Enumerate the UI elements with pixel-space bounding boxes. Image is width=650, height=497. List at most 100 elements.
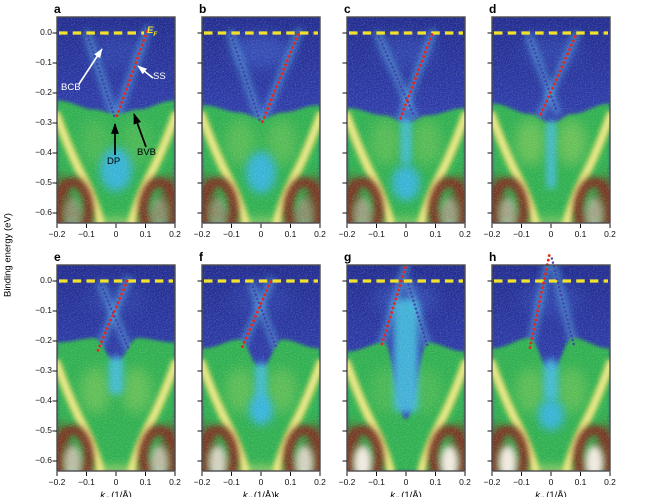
red-dotted-fit bbox=[260, 33, 300, 125]
x-tick-label: −0.1 bbox=[368, 229, 385, 239]
y-tick-label: −0.4 bbox=[35, 147, 52, 157]
x-tick-label: 0 bbox=[113, 477, 119, 487]
panel-frame bbox=[346, 264, 466, 472]
panel-label: c bbox=[344, 2, 351, 16]
blue-dotted-fit bbox=[528, 36, 559, 113]
x-tick-label: −0.1 bbox=[368, 477, 385, 487]
panel-g: g −0.2 −0.1 0 0.1 0.2 k// (1/Å) bbox=[339, 250, 473, 497]
y-tick-label: −0.3 bbox=[35, 117, 52, 127]
x-tick-label: 0.2 bbox=[314, 229, 326, 239]
panel-c-heatmap bbox=[342, 16, 466, 228]
k-symbol: k bbox=[390, 490, 395, 497]
bvb-arrow bbox=[133, 113, 147, 148]
x-tick-label: 0 bbox=[403, 229, 409, 239]
bvb-label: BVB bbox=[137, 147, 157, 158]
x-tick-label: 0 bbox=[258, 477, 264, 487]
y-tick-label: −0.5 bbox=[35, 425, 52, 435]
red-dotted-fit bbox=[114, 30, 149, 120]
x-tick-label: 0.1 bbox=[574, 477, 587, 487]
panel-frame bbox=[491, 16, 611, 224]
ef-base: E bbox=[147, 25, 154, 36]
k-subscript: // bbox=[105, 496, 109, 497]
x-tick-label: −0.1 bbox=[78, 477, 95, 487]
x-tick-label: 0 bbox=[548, 229, 554, 239]
speckle-noise bbox=[202, 265, 320, 471]
axis-unit: (1/Å) bbox=[398, 490, 422, 497]
x-tick-label: −0.2 bbox=[193, 229, 211, 239]
panel-label: h bbox=[489, 250, 497, 264]
panel-frame bbox=[201, 16, 321, 224]
axis-unit: (1/Å)k bbox=[251, 490, 280, 497]
x-tick-label: 0 bbox=[113, 229, 119, 239]
panel-e: e −0.2 −0.1 0 0.1 0.2 0.0 −0.1 −0.2 −0.3 −0.4 −0.5 −… bbox=[35, 250, 183, 497]
panel-frame bbox=[56, 16, 176, 224]
y-axis-label: Binding energy (eV) bbox=[2, 213, 14, 298]
panel-d: d −0.2 −0.1 0 0.1 0.2 bbox=[484, 2, 618, 255]
panel-label: g bbox=[344, 250, 352, 264]
k-symbol: k bbox=[242, 490, 248, 497]
x-tick-label: 0.2 bbox=[459, 477, 471, 487]
blue-dotted-fit bbox=[86, 34, 117, 120]
panel-label: b bbox=[199, 2, 207, 16]
panel-h-heatmap bbox=[487, 254, 611, 476]
speckle-noise bbox=[57, 265, 175, 471]
k-symbol: k bbox=[100, 490, 105, 497]
x-axis-title: k// (1/Å) bbox=[492, 490, 610, 497]
panel-frame bbox=[201, 264, 321, 472]
y-tick-label: 0.0 bbox=[40, 275, 52, 285]
panel-label: e bbox=[54, 250, 61, 264]
x-tick-label: 0.2 bbox=[459, 229, 471, 239]
x-tick-label: −0.1 bbox=[223, 477, 240, 487]
panel-a: a −0.2 −0.1 0 0.1 0.2 0.0 −0.1 −0.2 −0.3 −0.4 −0.5 −… bbox=[35, 2, 183, 255]
y-tick-label: −0.6 bbox=[35, 455, 52, 465]
dp-label: DP bbox=[107, 156, 121, 167]
y-tick-label: −0.1 bbox=[35, 305, 52, 315]
panel-label: d bbox=[489, 2, 497, 16]
blue-dotted-fit bbox=[251, 285, 278, 350]
red-dotted-fit bbox=[380, 266, 407, 347]
panel-b-heatmap bbox=[197, 16, 321, 228]
red-dotted-fit bbox=[240, 280, 272, 350]
x-axis-title: k// (1/Å) bbox=[347, 490, 465, 497]
y-tick-label: −0.4 bbox=[35, 395, 52, 405]
x-tick-label: −0.1 bbox=[78, 229, 95, 239]
x-tick-label: 0.1 bbox=[574, 229, 587, 239]
panel-frame bbox=[491, 264, 611, 472]
x-tick-label: 0.2 bbox=[604, 229, 616, 239]
y-tick-label: −0.3 bbox=[35, 365, 52, 375]
panel-d-heatmap bbox=[487, 16, 611, 228]
x-tick-label: 0.1 bbox=[139, 477, 152, 487]
y-tick-label: −0.5 bbox=[35, 177, 52, 187]
x-tick-label: 0.1 bbox=[429, 229, 442, 239]
x-tick-label: 0 bbox=[258, 229, 264, 239]
x-tick-label: 0.2 bbox=[169, 229, 181, 239]
ef-label: EF bbox=[147, 25, 157, 38]
blue-dotted-fit bbox=[100, 284, 130, 350]
y-tick-label: −0.2 bbox=[35, 335, 52, 345]
panel-f: f −0.2 −0.1 0 0.1 0.2 k// (1/Å)k bbox=[194, 250, 328, 497]
ss-label: SS bbox=[153, 71, 166, 82]
axis-unit: (1/Å) bbox=[108, 490, 132, 497]
bcb-arrow bbox=[78, 48, 103, 85]
x-tick-label: −0.2 bbox=[338, 477, 356, 487]
x-tick-label: 0 bbox=[548, 477, 554, 487]
ss-arrow bbox=[137, 65, 154, 79]
speckle-noise bbox=[347, 265, 465, 471]
speckle-noise bbox=[492, 17, 610, 223]
panel-f-heatmap bbox=[197, 264, 321, 476]
x-tick-label: −0.1 bbox=[513, 477, 530, 487]
panel-e-heatmap bbox=[52, 264, 176, 476]
panel-g-heatmap bbox=[342, 264, 466, 476]
y-tick-label: −0.1 bbox=[35, 57, 52, 67]
x-tick-label: 0.2 bbox=[604, 477, 616, 487]
speckle-noise bbox=[202, 17, 320, 223]
x-tick-label: 0.1 bbox=[284, 477, 297, 487]
y-tick-label: 0.0 bbox=[40, 27, 52, 37]
x-tick-label: −0.1 bbox=[513, 229, 530, 239]
x-tick-label: 0.1 bbox=[429, 477, 442, 487]
panel-h: h −0.2 −0.1 0 0.1 0.2 k// (1/Å) bbox=[484, 250, 618, 497]
x-tick-label: −0.2 bbox=[483, 229, 501, 239]
k-symbol: k bbox=[535, 490, 540, 497]
k-subscript: // bbox=[395, 496, 399, 497]
panel-a-heatmap bbox=[52, 16, 176, 228]
